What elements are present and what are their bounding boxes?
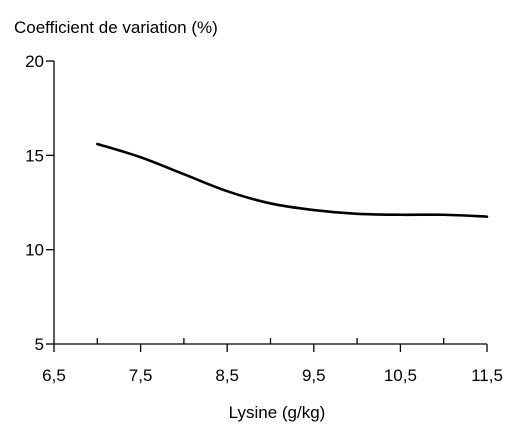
x-tick-label: 11,5 xyxy=(471,366,503,385)
x-tick-label: 9,5 xyxy=(302,366,326,385)
series-line xyxy=(96,142,489,218)
x-tick-label: 6,5 xyxy=(42,366,66,385)
x-axis-label: Lysine (g/kg) xyxy=(229,403,326,422)
y-tick-label: 10 xyxy=(25,241,44,260)
series-layer xyxy=(96,142,489,218)
y-axis-label: Coefficient de variation (%) xyxy=(14,18,218,37)
y-tick-label: 5 xyxy=(35,335,44,354)
y-axis: 5 10 15 20 xyxy=(25,52,55,354)
x-axis: 6,5 7,5 8,5 9,5 10,5 11,5 xyxy=(42,338,503,385)
y-tick-label: 20 xyxy=(25,52,44,71)
x-tick-label: 7,5 xyxy=(129,366,153,385)
x-tick-label: 8,5 xyxy=(215,366,239,385)
x-tick-label: 10,5 xyxy=(384,366,417,385)
y-tick-label: 15 xyxy=(25,146,44,165)
